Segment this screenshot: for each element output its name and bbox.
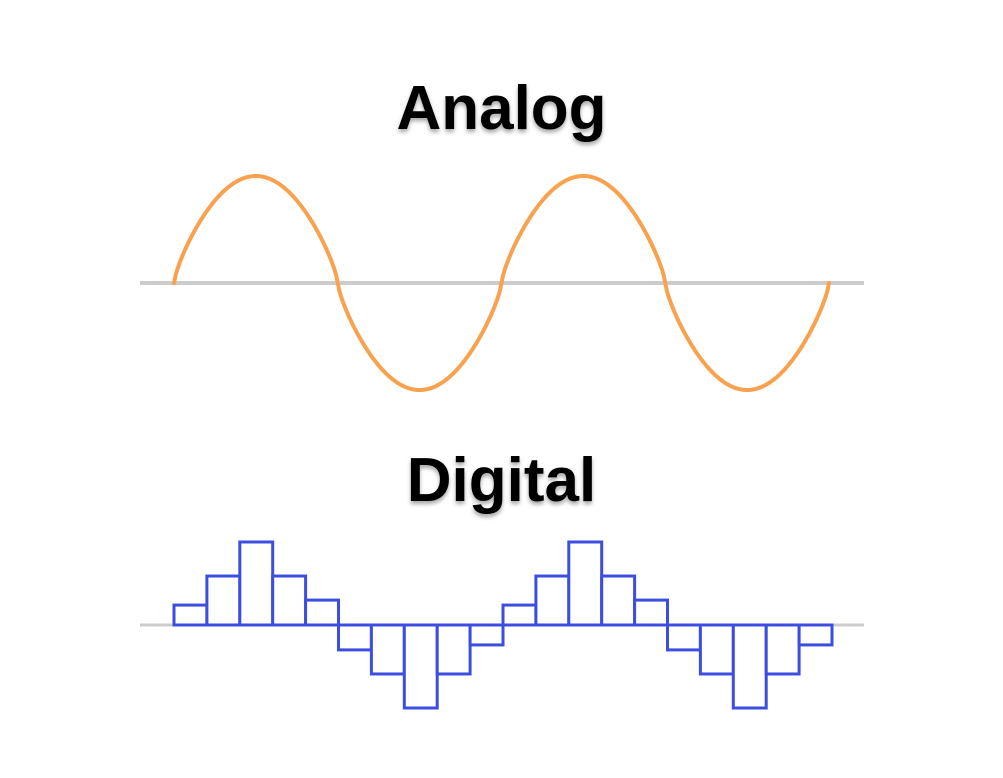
digital-step-bar [369, 623, 406, 676]
digital-step-bar [764, 623, 801, 676]
digital-step-bar [698, 623, 735, 676]
digital-step-bar [238, 540, 275, 627]
digital-step-bar [600, 574, 637, 627]
digital-step-bar [534, 574, 571, 627]
digital-step-bar [172, 603, 209, 627]
digital-step-bars [172, 540, 834, 710]
digital-step-bar [402, 623, 439, 710]
digital-step-bar [501, 603, 538, 627]
digital-step-bar [271, 574, 308, 627]
digital-step-bar [797, 623, 834, 647]
digital-step-bar [205, 574, 242, 627]
digital-step-bar [304, 598, 341, 627]
analog-sine-wave [172, 174, 831, 392]
digital-step-bar [337, 623, 373, 652]
digital-step-bar [666, 623, 702, 652]
analog-title: Analog [396, 74, 607, 143]
digital-title: Digital [406, 446, 597, 515]
digital-step-bar [731, 623, 768, 710]
digital-step-bar [468, 623, 505, 647]
digital-step-bar [567, 540, 604, 627]
digital-step-bar [633, 598, 669, 627]
digital-step-bar [435, 623, 472, 676]
